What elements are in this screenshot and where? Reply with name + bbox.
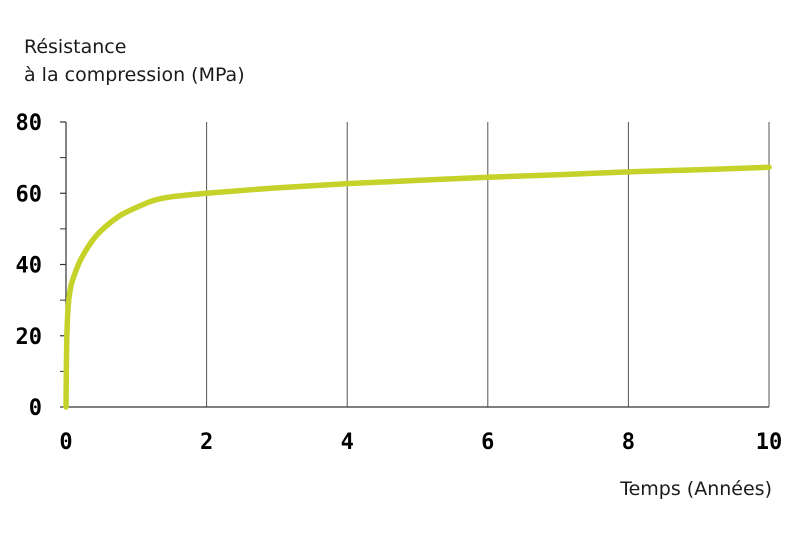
x-tick-label-10: 10	[756, 430, 783, 455]
x-tick-label-4: 4	[341, 430, 354, 455]
x-tick-label-6: 6	[481, 430, 494, 455]
x-tick-label-2: 2	[200, 430, 213, 455]
x-axis-label: Temps (Années)	[620, 478, 772, 500]
y-tick-label-80: 80	[16, 111, 43, 136]
x-tick-label-0: 0	[59, 430, 72, 455]
x-tick-label-8: 8	[622, 430, 635, 455]
axes	[60, 122, 769, 407]
series-line-0	[66, 167, 769, 407]
y-tick-label-60: 60	[16, 182, 43, 207]
data-series	[66, 167, 769, 407]
y-tick-label-20: 20	[16, 325, 43, 350]
y-tick-label-0: 0	[29, 396, 42, 421]
y-tick-label-40: 40	[16, 254, 43, 279]
tick-labels: 0 20 40 60 80 0 2 4 6 8 10	[16, 111, 783, 455]
grid-lines	[207, 122, 769, 407]
